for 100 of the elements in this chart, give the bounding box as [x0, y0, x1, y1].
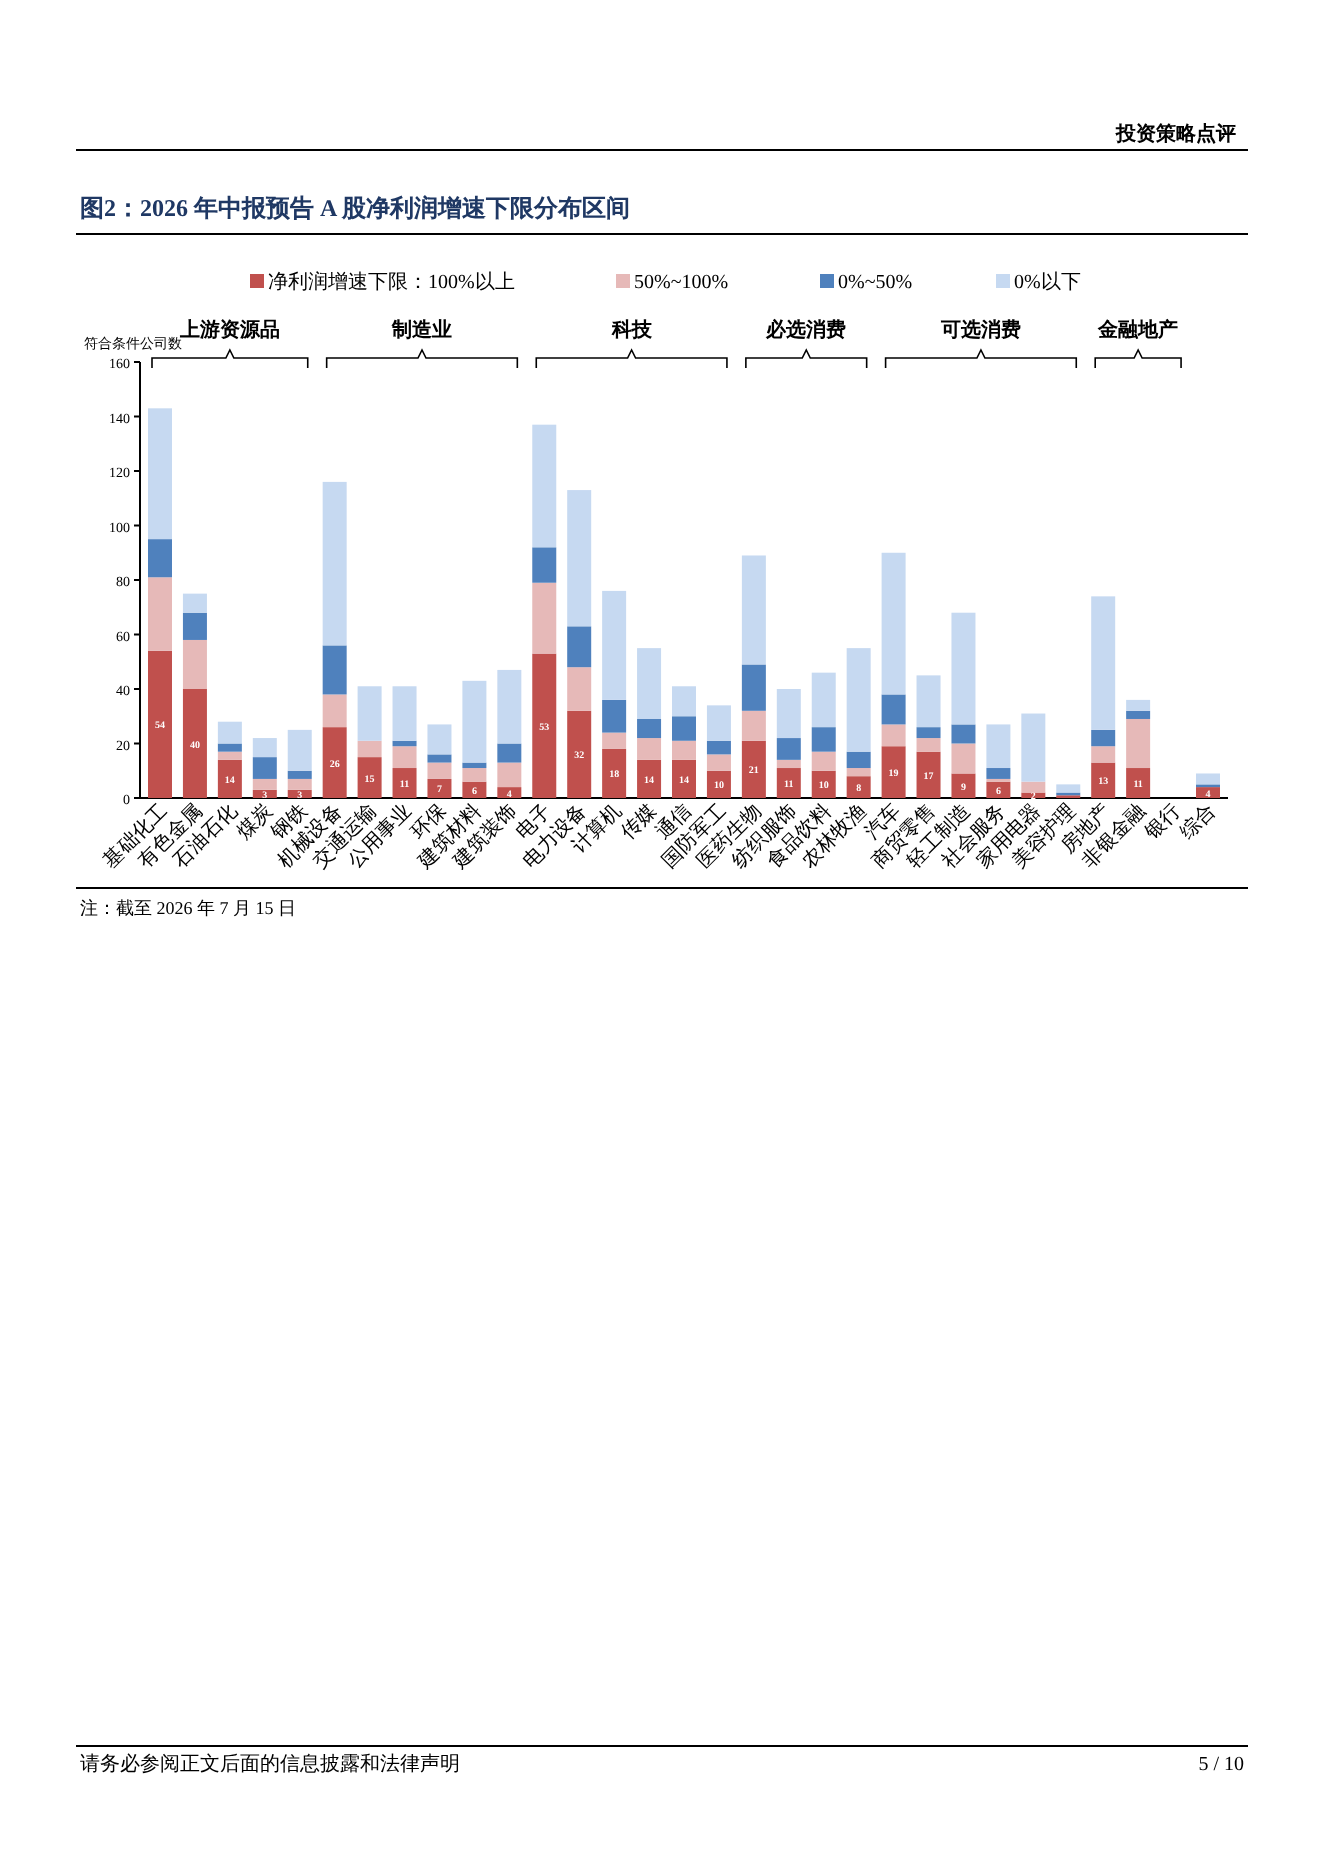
- bar: [322, 694, 347, 728]
- text: 必选消费: [764, 318, 847, 342]
- bar: [706, 770, 731, 798]
- bar: [986, 781, 1011, 798]
- bar: [1091, 729, 1116, 747]
- text: 请务必参阅正文后面的信息披露和法律声明: [80, 1752, 460, 1776]
- bar: [217, 743, 242, 752]
- bar: [637, 738, 662, 760]
- bar: [706, 754, 731, 771]
- legend-label: 0%以下: [1014, 270, 1081, 294]
- bar: [951, 724, 976, 744]
- bar: [1056, 784, 1081, 793]
- bar: [182, 593, 207, 613]
- chart-title: 图2：2026 年中报预告 A 股净利润增速下限分布区间: [80, 194, 631, 222]
- bar: [706, 705, 731, 741]
- bar: [322, 727, 347, 798]
- bar: [217, 721, 242, 744]
- bar: [392, 686, 417, 741]
- bar: [148, 408, 172, 540]
- text: 可选消费: [938, 318, 1021, 342]
- bar: [287, 778, 312, 790]
- bar: [811, 770, 836, 798]
- bar: [462, 768, 487, 782]
- bar: [1196, 787, 1220, 798]
- bar: [322, 481, 347, 646]
- bar: [672, 716, 696, 741]
- bar: [951, 612, 976, 725]
- bar: [916, 751, 941, 798]
- bar: [567, 626, 592, 668]
- bar: [741, 555, 766, 665]
- bar: [672, 740, 696, 760]
- bar: [427, 724, 452, 755]
- bar: [567, 710, 592, 798]
- bar: [427, 754, 452, 763]
- bar: [916, 727, 941, 739]
- bar: [252, 778, 277, 790]
- text: 金融地产: [1096, 318, 1179, 342]
- bar: [776, 738, 801, 760]
- bar: [357, 740, 382, 758]
- bar: [672, 759, 696, 798]
- bar: [881, 552, 906, 695]
- bar: [532, 424, 557, 548]
- bar: [322, 645, 347, 695]
- bar: [602, 732, 627, 749]
- bar: [811, 751, 836, 771]
- bar: [217, 759, 242, 798]
- bar: [1126, 699, 1151, 711]
- bar: [497, 743, 522, 763]
- bar: [741, 664, 766, 711]
- bar: [462, 680, 487, 763]
- text: 注：截至 2026 年 7 月 15 日: [80, 898, 296, 918]
- legend-label: 50%~100%: [634, 272, 729, 294]
- bar: [1126, 768, 1151, 798]
- bar: [1021, 781, 1046, 793]
- bar: [532, 582, 557, 654]
- legend-label: 净利润增速下限：100%以上: [268, 270, 515, 294]
- bar: [916, 675, 941, 728]
- bar: [741, 740, 766, 798]
- bar: [392, 746, 417, 769]
- bar: [532, 547, 557, 583]
- bar: [951, 743, 976, 774]
- bar: [1021, 713, 1046, 782]
- bar: [148, 539, 172, 578]
- bar: [637, 648, 662, 719]
- bar: [1126, 718, 1151, 769]
- bar: [182, 612, 207, 640]
- bar: [182, 689, 207, 798]
- bar: [252, 738, 277, 758]
- bar: [392, 768, 417, 798]
- bar: [357, 686, 382, 741]
- bar: [672, 686, 696, 717]
- bar: [1126, 710, 1151, 719]
- bar: [462, 762, 487, 769]
- bar: [1091, 596, 1116, 730]
- bar: [567, 490, 592, 627]
- bar: [497, 762, 522, 788]
- bar: [392, 740, 417, 747]
- text: 投资策略点评: [1114, 122, 1236, 146]
- text: 5 / 10: [1198, 1754, 1244, 1776]
- bar: [602, 590, 627, 700]
- bar: [811, 727, 836, 752]
- bar: [706, 740, 731, 755]
- bar: [287, 770, 312, 779]
- bar: [497, 669, 522, 744]
- bar: [637, 759, 662, 798]
- bar: [951, 773, 976, 798]
- bar: [846, 648, 871, 752]
- bar: [916, 738, 941, 752]
- text: 科技: [609, 318, 654, 342]
- bar: [846, 776, 871, 798]
- bar: [776, 768, 801, 798]
- bar: [567, 667, 592, 711]
- bar: [602, 748, 627, 798]
- bar: [462, 781, 487, 798]
- bar: [741, 710, 766, 741]
- bar: [148, 650, 172, 798]
- bar: [427, 778, 452, 798]
- text: 上游资源品: [177, 318, 280, 342]
- text: 制造业: [390, 318, 452, 342]
- bar: [986, 724, 1011, 769]
